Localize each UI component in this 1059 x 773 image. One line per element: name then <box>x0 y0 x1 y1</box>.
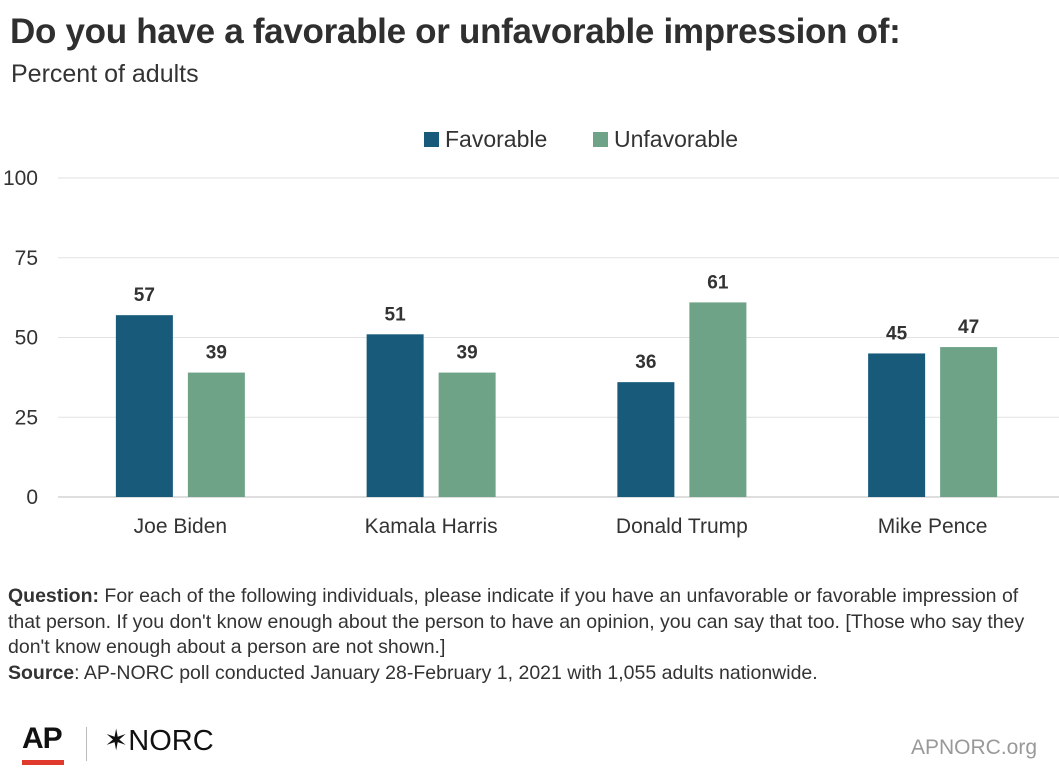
data-label: 51 <box>385 304 407 325</box>
legend-item-unfavorable: Unfavorable <box>593 126 738 153</box>
chart-notes: Question: For each of the following indi… <box>8 584 1053 686</box>
y-tick-label: 100 <box>3 167 38 190</box>
x-tick-label: Donald Trump <box>616 515 748 538</box>
y-tick-label: 0 <box>26 486 38 509</box>
data-label: 57 <box>134 285 155 306</box>
bar-favorable <box>617 382 675 497</box>
data-label: 39 <box>206 343 227 364</box>
ap-logo-underline <box>22 760 64 765</box>
question-note: Question: For each of the following indi… <box>8 584 1053 661</box>
x-tick-label: Kamala Harris <box>365 515 498 538</box>
site-url: APNORC.org <box>910 736 1037 759</box>
y-tick-label: 25 <box>15 406 38 429</box>
x-tick-label: Joe Biden <box>134 515 227 538</box>
legend-label-unfavorable: Unfavorable <box>614 126 739 152</box>
chart-subtitle: Percent of adults <box>11 60 199 88</box>
bar-unfavorable <box>689 302 747 497</box>
data-label: 61 <box>707 272 729 293</box>
legend: Favorable Unfavorable <box>0 126 1059 156</box>
source-note: Source: AP-NORC poll conducted January 2… <box>8 661 1053 687</box>
bar-favorable <box>115 315 173 497</box>
question-text: For each of the following individuals, p… <box>8 585 1025 658</box>
x-tick-label: Mike Pence <box>878 515 988 538</box>
legend-label-favorable: Favorable <box>445 126 548 152</box>
question-label: Question: <box>8 585 99 607</box>
bar-chart: 0 25 50 75 100 57 39 Joe Biden 51 39 Kamala Harris… <box>3 167 1059 538</box>
source-text: : AP-NORC poll conducted January 28-Febr… <box>74 661 818 684</box>
data-label: 39 <box>457 343 478 364</box>
ap-logo: AP <box>22 722 63 755</box>
logo-divider <box>86 727 87 761</box>
bar-unfavorable <box>940 347 998 497</box>
bar-favorable <box>868 353 926 497</box>
bar-unfavorable <box>187 372 245 497</box>
y-tick-label: 75 <box>15 247 38 270</box>
legend-swatch-unfavorable <box>593 132 608 147</box>
bar-unfavorable <box>438 372 496 497</box>
source-label: Source <box>8 661 75 684</box>
data-label: 45 <box>886 323 908 344</box>
data-label: 47 <box>958 317 979 338</box>
y-tick-label: 50 <box>15 327 38 350</box>
bar-favorable <box>366 334 424 497</box>
chart-title: Do you have a favorable or unfavorable i… <box>10 12 901 51</box>
data-label: 36 <box>635 352 656 373</box>
norc-logo: ✶NORC <box>104 725 214 757</box>
legend-item-favorable: Favorable <box>424 126 547 153</box>
legend-swatch-favorable <box>424 132 439 147</box>
